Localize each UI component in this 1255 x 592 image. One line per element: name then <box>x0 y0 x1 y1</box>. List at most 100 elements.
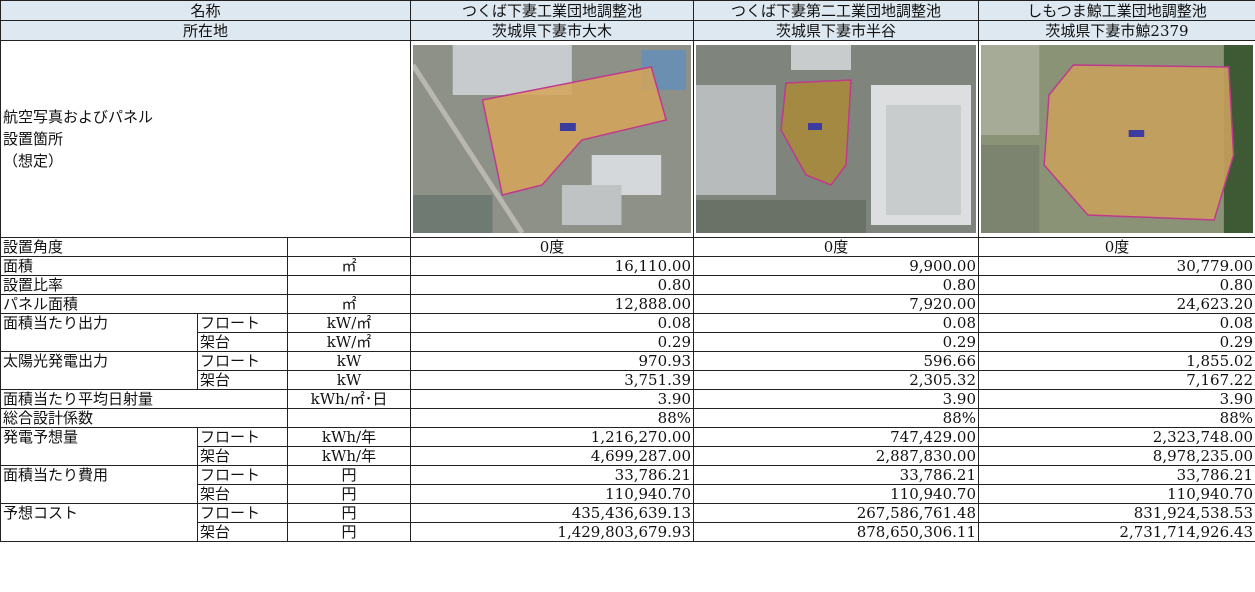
value-cell: 747,429.00 <box>694 428 979 447</box>
photo-label-line: 設置箇所 <box>3 128 408 150</box>
value-cell: 0.80 <box>694 276 979 295</box>
value-cell: 0.08 <box>694 314 979 333</box>
row-label: 予想コスト <box>1 504 198 542</box>
value-cell: 0.08 <box>979 314 1255 333</box>
unit-cell: kW <box>288 371 411 390</box>
value-cell: 33,786.21 <box>694 466 979 485</box>
row-label: 面積当たり平均日射量 <box>1 390 288 409</box>
location-label: 所在地 <box>1 21 411 41</box>
site-name: つくば下妻工業団地調整池 <box>411 1 694 21</box>
value-cell: 0度 <box>979 238 1255 257</box>
value-cell: 596.66 <box>694 352 979 371</box>
photo-label: 航空写真およびパネル 設置箇所 （想定） <box>1 41 411 238</box>
value-cell: 33,786.21 <box>979 466 1255 485</box>
row-label: 発電予想量 <box>1 428 198 466</box>
aerial-photo <box>413 45 691 233</box>
sub-label: フロート <box>198 466 288 485</box>
value-cell: 0.80 <box>411 276 694 295</box>
unit-cell <box>288 409 411 428</box>
value-cell: 110,940.70 <box>979 485 1255 504</box>
value-cell: 3,751.39 <box>411 371 694 390</box>
value-cell: 0.29 <box>979 333 1255 352</box>
value-cell: 24,623.20 <box>979 295 1255 314</box>
photo-label-line: （想定） <box>3 150 408 172</box>
header-row: 所在地 茨城県下妻市大木 茨城県下妻市半谷 茨城県下妻市鯨2379 <box>1 21 1255 41</box>
value-cell: 0.29 <box>694 333 979 352</box>
value-cell: 33,786.21 <box>411 466 694 485</box>
value-cell: 878,650,306.11 <box>694 523 979 542</box>
page: 名称 つくば下妻工業団地調整池 つくば下妻第二工業団地調整池 しもつま鯨工業団地… <box>0 0 1255 592</box>
value-cell: 970.93 <box>411 352 694 371</box>
value-cell: 2,323,748.00 <box>979 428 1255 447</box>
row-label: 設置角度 <box>1 238 288 257</box>
value-cell: 88% <box>979 409 1255 428</box>
site-location: 茨城県下妻市半谷 <box>694 21 979 41</box>
value-cell: 0.08 <box>411 314 694 333</box>
unit-cell: kW/㎡ <box>288 333 411 352</box>
row-label: 面積 <box>1 257 288 276</box>
value-cell: 2,305.32 <box>694 371 979 390</box>
unit-cell: 円 <box>288 485 411 504</box>
sub-label: フロート <box>198 428 288 447</box>
value-cell: 2,887,830.00 <box>694 447 979 466</box>
unit-cell <box>288 238 411 257</box>
site-name: しもつま鯨工業団地調整池 <box>979 1 1255 21</box>
sub-label: 架台 <box>198 485 288 504</box>
unit-cell <box>288 276 411 295</box>
name-label: 名称 <box>1 1 411 21</box>
value-cell: 2,731,714,926.43 <box>979 523 1255 542</box>
value-cell: 435,436,639.13 <box>411 504 694 523</box>
photo-label-line: 航空写真およびパネル <box>3 106 408 128</box>
data-table: 名称 つくば下妻工業団地調整池 つくば下妻第二工業団地調整池 しもつま鯨工業団地… <box>0 0 1255 542</box>
sub-label: 架台 <box>198 447 288 466</box>
value-cell: 1,429,803,679.93 <box>411 523 694 542</box>
row-label: 太陽光発電出力 <box>1 352 198 390</box>
photo-cell <box>979 41 1255 238</box>
value-cell: 0度 <box>411 238 694 257</box>
value-cell: 110,940.70 <box>694 485 979 504</box>
header-row: 名称 つくば下妻工業団地調整池 つくば下妻第二工業団地調整池 しもつま鯨工業団地… <box>1 1 1255 21</box>
value-cell: 30,779.00 <box>979 257 1255 276</box>
sub-label: 架台 <box>198 333 288 352</box>
row-label: 面積当たり費用 <box>1 466 198 504</box>
aerial-photo <box>696 45 976 233</box>
photo-row: 航空写真およびパネル 設置箇所 （想定） <box>1 41 1255 238</box>
site-location: 茨城県下妻市鯨2379 <box>979 21 1255 41</box>
sub-label: 架台 <box>198 371 288 390</box>
table-body: 名称 つくば下妻工業団地調整池 つくば下妻第二工業団地調整池 しもつま鯨工業団地… <box>1 1 1255 542</box>
value-cell: 3.90 <box>694 390 979 409</box>
unit-cell: ㎡ <box>288 295 411 314</box>
value-cell: 1,855.02 <box>979 352 1255 371</box>
value-cell: 831,924,538.53 <box>979 504 1255 523</box>
value-cell: 88% <box>411 409 694 428</box>
unit-cell: kWh/㎡･日 <box>288 390 411 409</box>
site-name: つくば下妻第二工業団地調整池 <box>694 1 979 21</box>
value-cell: 0.29 <box>411 333 694 352</box>
value-cell: 7,920.00 <box>694 295 979 314</box>
row-label: 面積当たり出力 <box>1 314 198 352</box>
value-cell: 3.90 <box>411 390 694 409</box>
value-cell: 0度 <box>694 238 979 257</box>
row-label: 設置比率 <box>1 276 288 295</box>
value-cell: 16,110.00 <box>411 257 694 276</box>
sub-label: フロート <box>198 314 288 333</box>
photo-cell <box>411 41 694 238</box>
row-label: パネル面積 <box>1 295 288 314</box>
value-cell: 267,586,761.48 <box>694 504 979 523</box>
unit-cell: ㎡ <box>288 257 411 276</box>
photo-cell <box>694 41 979 238</box>
unit-cell: 円 <box>288 466 411 485</box>
aerial-photo <box>981 45 1253 233</box>
value-cell: 8,978,235.00 <box>979 447 1255 466</box>
value-cell: 0.80 <box>979 276 1255 295</box>
value-cell: 110,940.70 <box>411 485 694 504</box>
unit-cell: 円 <box>288 523 411 542</box>
value-cell: 3.90 <box>979 390 1255 409</box>
